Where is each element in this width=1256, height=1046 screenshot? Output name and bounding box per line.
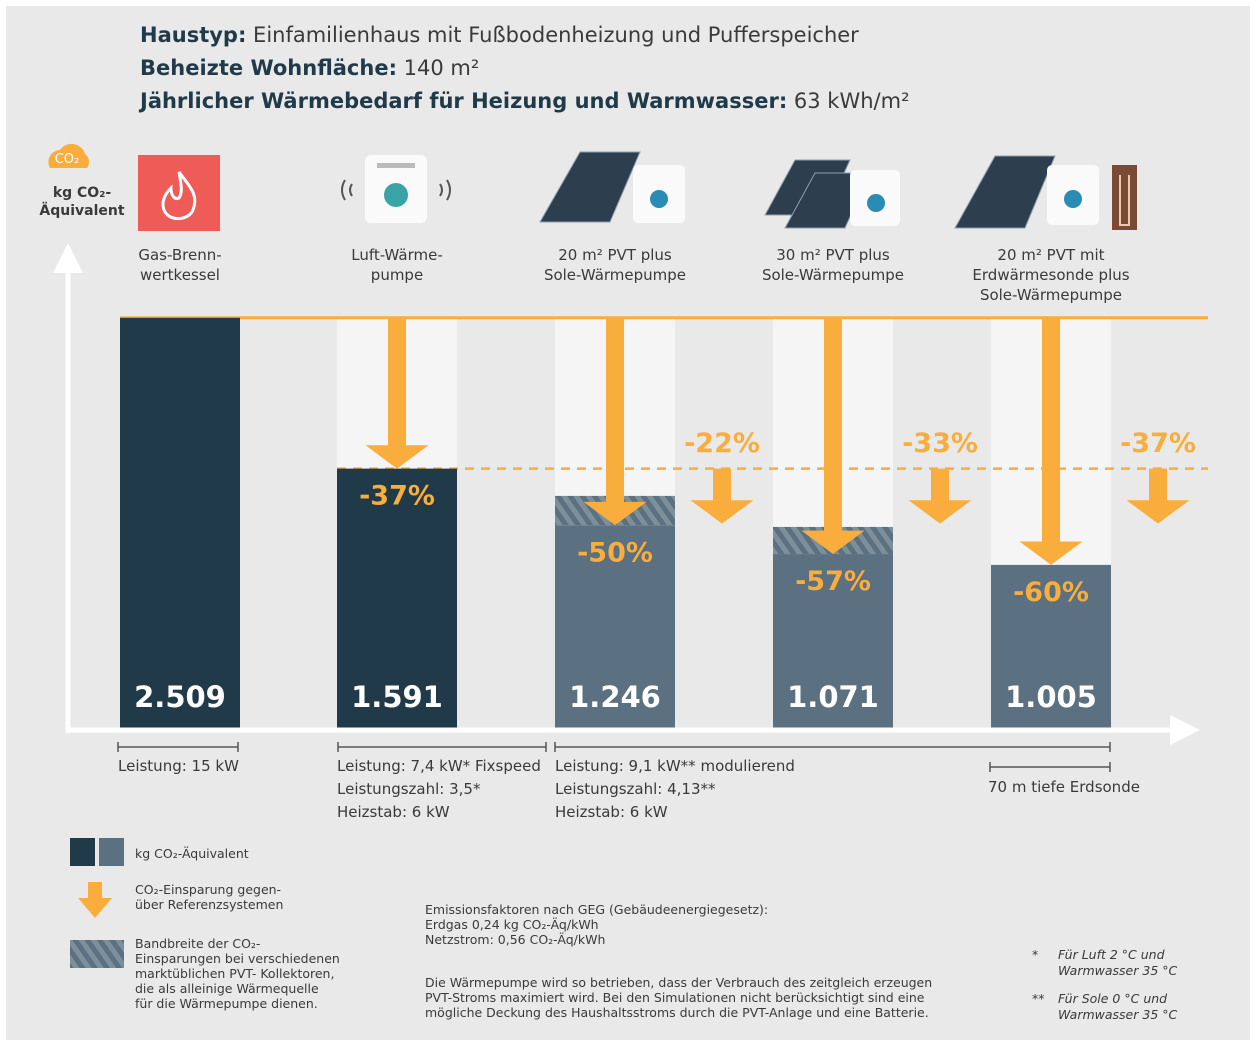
saving-label-air: -33% bbox=[902, 428, 978, 459]
icons bbox=[48, 143, 1137, 231]
footnote-text: Für Luft 2 °C und bbox=[1058, 947, 1165, 962]
header-line: Beheizte Wohnfläche: 140 m² bbox=[140, 56, 479, 80]
header-line: Haustyp: Einfamilienhaus mit Fußbodenhei… bbox=[140, 23, 859, 47]
category-label: Gas-Brenn- bbox=[138, 246, 221, 264]
value-label: 1.591 bbox=[351, 680, 443, 714]
saving-arrow bbox=[801, 317, 865, 555]
y-axis-label: kg CO₂- bbox=[53, 185, 112, 201]
saving-arrow bbox=[1019, 317, 1083, 565]
header-line: Jährlicher Wärmebedarf für Heizung und W… bbox=[138, 89, 910, 113]
legend-text: Einsparungen bei verschiedenen bbox=[135, 951, 340, 966]
saving-label: -37% bbox=[359, 481, 435, 512]
saving-label-air: -22% bbox=[684, 428, 760, 459]
saving-label: -57% bbox=[795, 566, 871, 597]
header-text: Einfamilienhaus mit Fußbodenheizung und … bbox=[253, 23, 859, 47]
header-text: 140 m² bbox=[404, 56, 480, 80]
category-label: 20 m² PVT plus bbox=[558, 246, 672, 264]
footnote-text: Warmwasser 35 °C bbox=[1058, 1007, 1177, 1022]
bar bbox=[991, 564, 1111, 730]
bracket bbox=[554, 742, 1111, 752]
bracket bbox=[337, 742, 547, 752]
value-label: 1.071 bbox=[787, 680, 879, 714]
y-axis-label: Äquivalent bbox=[39, 202, 124, 219]
category-label: 20 m² PVT mit bbox=[997, 246, 1104, 264]
spec-text: Leistungszahl: 3,5* bbox=[337, 780, 481, 798]
legend-text: Bandbreite der CO₂- bbox=[135, 936, 260, 951]
note-text: Die Wärmepumpe wird so betrieben, dass d… bbox=[425, 975, 932, 990]
spec-text: 70 m tiefe Erdsonde bbox=[988, 778, 1140, 796]
y-icon-label: CO₂ bbox=[55, 152, 80, 167]
value-label: 1.005 bbox=[1005, 680, 1097, 714]
value-label: 2.509 bbox=[134, 680, 226, 714]
bar bbox=[337, 468, 457, 730]
value-label: 1.246 bbox=[569, 680, 661, 714]
category-label: Sole-Wärmepumpe bbox=[544, 266, 686, 284]
category-label: Sole-Wärmepumpe bbox=[762, 266, 904, 284]
saving-arrow bbox=[365, 317, 429, 469]
category-label: Erdwärmesonde plus bbox=[972, 266, 1129, 284]
category-label: Luft-Wärme- bbox=[351, 246, 443, 264]
legend-text: die als alleinige Wärmequelle bbox=[135, 981, 319, 996]
legend-text: CO₂-Einsparung gegen- bbox=[135, 882, 281, 897]
bracket bbox=[989, 762, 1111, 772]
note-text: Emissionsfaktoren nach GEG (Gebäudeenerg… bbox=[425, 902, 768, 917]
legend-text: für die Wärmepumpe dienen. bbox=[135, 996, 318, 1011]
note-text: mögliche Deckung des Haushaltsstroms dur… bbox=[425, 1005, 929, 1020]
legend-text: kg CO₂-Äquivalent bbox=[135, 846, 249, 861]
legend-swatch-dark bbox=[70, 838, 95, 866]
saving-arrow-air bbox=[1126, 468, 1190, 524]
category-label: 30 m² PVT plus bbox=[776, 246, 890, 264]
spec-text: Heizstab: 6 kW bbox=[337, 803, 450, 821]
bracket bbox=[117, 742, 239, 752]
bar bbox=[555, 525, 675, 730]
footnote-text: Für Sole 0 °C und bbox=[1058, 991, 1167, 1006]
spec-text: Leistungszahl: 4,13** bbox=[555, 780, 716, 798]
bar bbox=[773, 554, 893, 730]
spec-text: Heizstab: 6 kW bbox=[555, 803, 668, 821]
header-label: Jährlicher Wärmebedarf für Heizung und W… bbox=[138, 89, 787, 113]
footnote-mark: * bbox=[1032, 947, 1038, 962]
footnote-mark: ** bbox=[1032, 991, 1045, 1006]
note-text: PVT-Stroms maximiert wird. Bei den Simul… bbox=[425, 990, 925, 1005]
saving-arrow-air bbox=[690, 468, 754, 524]
header-text: 63 kWh/m² bbox=[794, 89, 910, 113]
saving-label-air: -37% bbox=[1120, 428, 1196, 459]
saving-arrow bbox=[583, 317, 647, 526]
legend-hatch bbox=[70, 940, 124, 968]
saving-label: -50% bbox=[577, 537, 653, 568]
bar bbox=[120, 317, 240, 730]
note-text: Netzstrom: 0,56 CO₂-Äq/kWh bbox=[425, 932, 605, 947]
saving-arrow-air bbox=[908, 468, 972, 524]
category-label: pumpe bbox=[371, 266, 423, 284]
header-label: Beheizte Wohnfläche: bbox=[140, 56, 397, 80]
legend-arrow bbox=[78, 882, 112, 918]
header-label: Haustyp: bbox=[140, 23, 246, 47]
spec-text: Leistung: 15 kW bbox=[118, 757, 239, 775]
legend-text: marktüblichen PVT- Kollektoren, bbox=[135, 966, 334, 981]
category-label: wertkessel bbox=[140, 266, 220, 284]
legend-text: über Referenzsystemen bbox=[135, 897, 283, 912]
spec-text: Leistung: 7,4 kW* Fixspeed bbox=[337, 757, 541, 775]
footnote-text: Warmwasser 35 °C bbox=[1058, 963, 1177, 978]
spec-text: Leistung: 9,1 kW** modulierend bbox=[555, 757, 795, 775]
legend-swatch-light bbox=[99, 838, 124, 866]
category-label: Sole-Wärmepumpe bbox=[980, 286, 1122, 304]
saving-label: -60% bbox=[1013, 577, 1089, 608]
note-text: Erdgas 0,24 kg CO₂-Äq/kWh bbox=[425, 917, 599, 932]
